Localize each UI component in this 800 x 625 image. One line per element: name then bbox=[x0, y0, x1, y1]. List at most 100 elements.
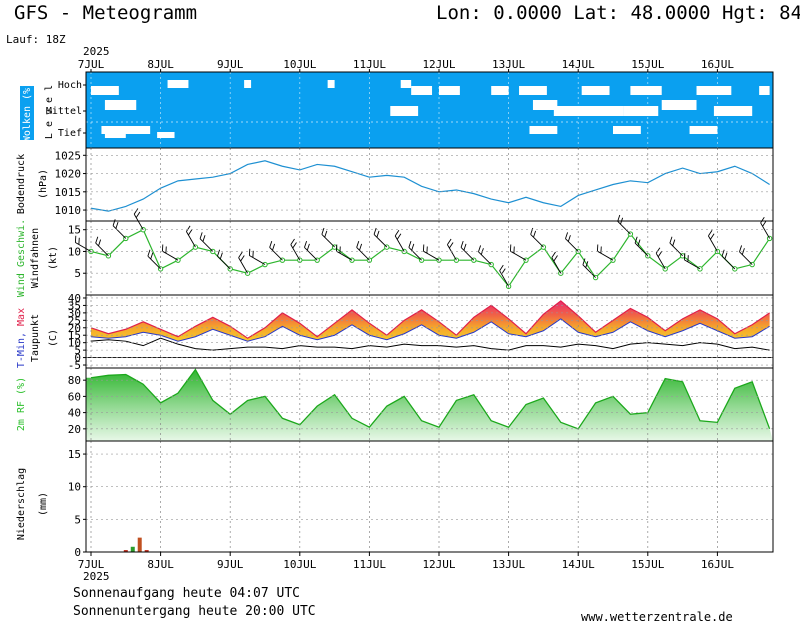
bottom-date-label: 10JUL bbox=[283, 558, 316, 571]
wind-barb-staff bbox=[634, 242, 649, 257]
wind-barb-feather bbox=[710, 233, 715, 240]
cloud-level-label: Mittel bbox=[46, 106, 82, 117]
rh-tick-label: 60 bbox=[68, 390, 81, 403]
cloud-block bbox=[167, 80, 189, 88]
wind-barb-feather bbox=[133, 208, 139, 215]
top-date-label: 14JUL bbox=[562, 58, 595, 71]
wind-barb-staff bbox=[336, 250, 353, 261]
wind-barb-staff bbox=[617, 221, 631, 235]
wind-panel-background bbox=[86, 221, 773, 295]
dewpoint-line bbox=[90, 337, 770, 351]
pressure-unit: (hPa) bbox=[38, 169, 49, 199]
wind-barb-feather bbox=[741, 248, 745, 255]
wind-barb bbox=[248, 248, 266, 265]
cloud-block bbox=[623, 106, 659, 116]
wind-tick-label: 10 bbox=[68, 245, 81, 258]
wind-barb-staff bbox=[582, 264, 596, 278]
wind-barb-staff bbox=[95, 242, 109, 257]
temp-tick-label: -5 bbox=[68, 359, 81, 372]
wind-tick-label: 5 bbox=[74, 267, 81, 280]
top-date-label: 12JUL bbox=[422, 58, 455, 71]
temp-tick-label: 0 bbox=[74, 352, 81, 365]
wind-barb bbox=[582, 258, 596, 278]
wind-barb-feather bbox=[339, 246, 341, 254]
temperature-ylabel: T-Min, Max bbox=[16, 308, 27, 368]
temperature-unit: (C) bbox=[48, 329, 59, 347]
cloud-block bbox=[553, 106, 624, 116]
wind-barb bbox=[760, 216, 770, 239]
wind-barb bbox=[596, 244, 614, 261]
bottom-date-label: 13JUL bbox=[492, 558, 525, 571]
wind-barb-feather bbox=[447, 238, 452, 245]
precip-tick-label: 5 bbox=[74, 513, 81, 526]
rh-tick-label: 40 bbox=[68, 407, 81, 420]
rh-line bbox=[90, 368, 771, 430]
pressure-ylabel: Bodendruck bbox=[16, 154, 27, 214]
top-year-label: 2025 bbox=[83, 45, 110, 58]
wind-barb-feather bbox=[248, 248, 251, 256]
wind-barb-staff bbox=[708, 235, 718, 252]
wind-barb bbox=[408, 240, 422, 261]
wind-barb-feather bbox=[396, 233, 402, 240]
cloud-block bbox=[630, 86, 662, 95]
wind-barb-feather bbox=[762, 220, 767, 227]
cloud-block bbox=[529, 126, 558, 134]
wind-barb bbox=[634, 236, 649, 257]
wind-ylabel: Wind Geschwi. bbox=[16, 219, 27, 297]
wind-barb-feather bbox=[74, 235, 77, 243]
precip-panel-background bbox=[86, 441, 773, 552]
wind-barb-feather bbox=[394, 230, 400, 237]
cloud-block bbox=[759, 86, 770, 95]
temp-tick-label: 35 bbox=[68, 299, 81, 312]
temp-tick-label: 40 bbox=[68, 292, 81, 305]
cloud-block bbox=[439, 86, 460, 95]
wind-barb bbox=[321, 227, 335, 248]
tmax-label: Max bbox=[16, 308, 27, 332]
wind-barb-feather bbox=[150, 252, 154, 260]
precip-tick-label: 15 bbox=[68, 448, 81, 461]
bottom-year-label: 2025 bbox=[83, 570, 110, 583]
wind-barb-staff bbox=[217, 255, 231, 270]
wind-barb-staff bbox=[460, 247, 475, 261]
wind-barb bbox=[447, 238, 457, 261]
cloud-block bbox=[400, 80, 412, 88]
cloud-block bbox=[713, 106, 753, 116]
wind-unit: (kt) bbox=[48, 246, 59, 270]
top-date-label: 9JUL bbox=[217, 58, 244, 71]
wind-barb-feather bbox=[565, 232, 569, 239]
wind-barb bbox=[551, 251, 562, 274]
wind-barb bbox=[147, 249, 161, 270]
wind-barb-feather bbox=[304, 240, 308, 248]
wind-barb-feather bbox=[78, 237, 80, 245]
cloud-cover-background bbox=[86, 72, 773, 148]
location-readout: Lon: 0.0000 Lat: 48.0000 Hgt: 84 bbox=[436, 2, 800, 24]
bottom-date-label: 12JUL bbox=[422, 558, 455, 571]
wind-barb-staff bbox=[408, 247, 422, 261]
wind-barb bbox=[74, 235, 92, 252]
wind-barb-feather bbox=[585, 261, 589, 268]
wind-barb-feather bbox=[708, 230, 713, 237]
wind-barb-feather bbox=[135, 211, 141, 218]
cloud-block bbox=[696, 86, 732, 95]
wind-barb-feather bbox=[240, 255, 245, 262]
wind-barb-feather bbox=[683, 253, 686, 260]
wind-barb bbox=[304, 240, 318, 261]
cloud-block bbox=[157, 132, 175, 138]
wind-barb bbox=[186, 225, 196, 248]
temp-tick-label: 25 bbox=[68, 314, 81, 327]
wind-barb bbox=[683, 253, 701, 270]
wind-barb-feather bbox=[637, 239, 641, 247]
wind-barb-feather bbox=[724, 252, 728, 260]
wind-barb-staff bbox=[423, 250, 440, 261]
precip-unit: (mm) bbox=[38, 492, 49, 516]
pressure-tick-label: 1015 bbox=[55, 186, 82, 199]
temp-tick-label: 10 bbox=[68, 337, 81, 350]
wind-barb bbox=[669, 236, 683, 257]
wind-barb-staff bbox=[199, 238, 214, 252]
wind-barb-feather bbox=[376, 230, 380, 238]
bottom-date-label: 16JUL bbox=[701, 558, 734, 571]
pressure-tick-label: 1025 bbox=[55, 149, 82, 162]
wind-barb-feather bbox=[98, 239, 102, 247]
top-date-label: 8JUL bbox=[147, 58, 174, 71]
pressure-tick-label: 1010 bbox=[55, 204, 82, 217]
